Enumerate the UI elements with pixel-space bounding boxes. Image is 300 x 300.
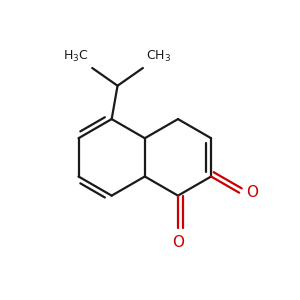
Text: O: O — [246, 185, 258, 200]
Text: O: O — [172, 235, 184, 250]
Text: H$_3$C: H$_3$C — [63, 50, 89, 64]
Text: CH$_3$: CH$_3$ — [146, 50, 172, 64]
